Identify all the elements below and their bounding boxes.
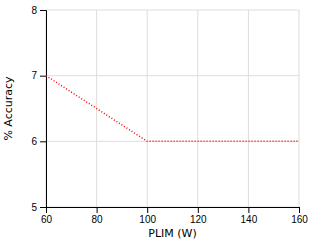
- x-tick-label: 140: [241, 214, 258, 225]
- x-grid-line: [197, 10, 198, 207]
- line: [46, 76, 299, 142]
- y-axis-line: [40, 11, 47, 208]
- x-tick-mark: [147, 207, 148, 213]
- x-tick-label: 100: [139, 214, 156, 225]
- y-tick-mark: [40, 76, 46, 77]
- marks: [46, 76, 299, 142]
- x-tick-mark: [97, 207, 98, 213]
- y-tick-mark: [40, 10, 46, 11]
- x-grid-line: [248, 10, 249, 207]
- x-tick-mark: [299, 207, 300, 213]
- x-tick: 100: [139, 207, 156, 225]
- x-axis-line: [47, 208, 300, 214]
- y-tick-mark: [40, 141, 46, 142]
- x-tick-mark: [248, 207, 249, 213]
- x-tick: 80: [92, 207, 104, 225]
- y-grid-line: [46, 75, 299, 76]
- x-tick: 160: [291, 207, 308, 225]
- y-tick-label: 7: [31, 70, 37, 81]
- y-tick-label: 6: [31, 136, 37, 147]
- grid: [46, 10, 299, 207]
- y-tick: 5: [31, 202, 46, 213]
- x-grid-line: [299, 10, 300, 207]
- x-tick-label: 160: [291, 214, 308, 225]
- y-tick-label: 5: [31, 202, 37, 213]
- x-tick-label: 60: [41, 214, 53, 225]
- x-tick-label: 80: [92, 214, 104, 225]
- x-tick: 140: [241, 207, 258, 225]
- x-axis: 60 80 100 120 140 160: [41, 207, 308, 225]
- y-tick: 8: [31, 5, 46, 16]
- x-tick: 120: [190, 207, 207, 225]
- x-tick-mark: [198, 207, 199, 213]
- x-tick: 60: [41, 207, 53, 225]
- y-axis-title: % Accuracy: [2, 76, 15, 141]
- y-axis: 5 6 7 8: [31, 5, 46, 213]
- x-grid-line: [147, 10, 148, 207]
- x-tick-label: 120: [190, 214, 207, 225]
- y-tick-label: 8: [31, 5, 37, 16]
- chart: 60 80 100 120 140 160 5 6 7 8 PLIM (W) % Accuracy: [0, 0, 313, 243]
- plot: 60 80 100 120 140 160 5 6 7 8: [31, 5, 308, 225]
- x-axis-title: PLIM (W): [148, 227, 196, 240]
- y-tick: 7: [31, 70, 46, 81]
- y-grid-line: [46, 10, 299, 11]
- y-tick-mark: [40, 207, 46, 208]
- y-tick: 6: [31, 136, 46, 147]
